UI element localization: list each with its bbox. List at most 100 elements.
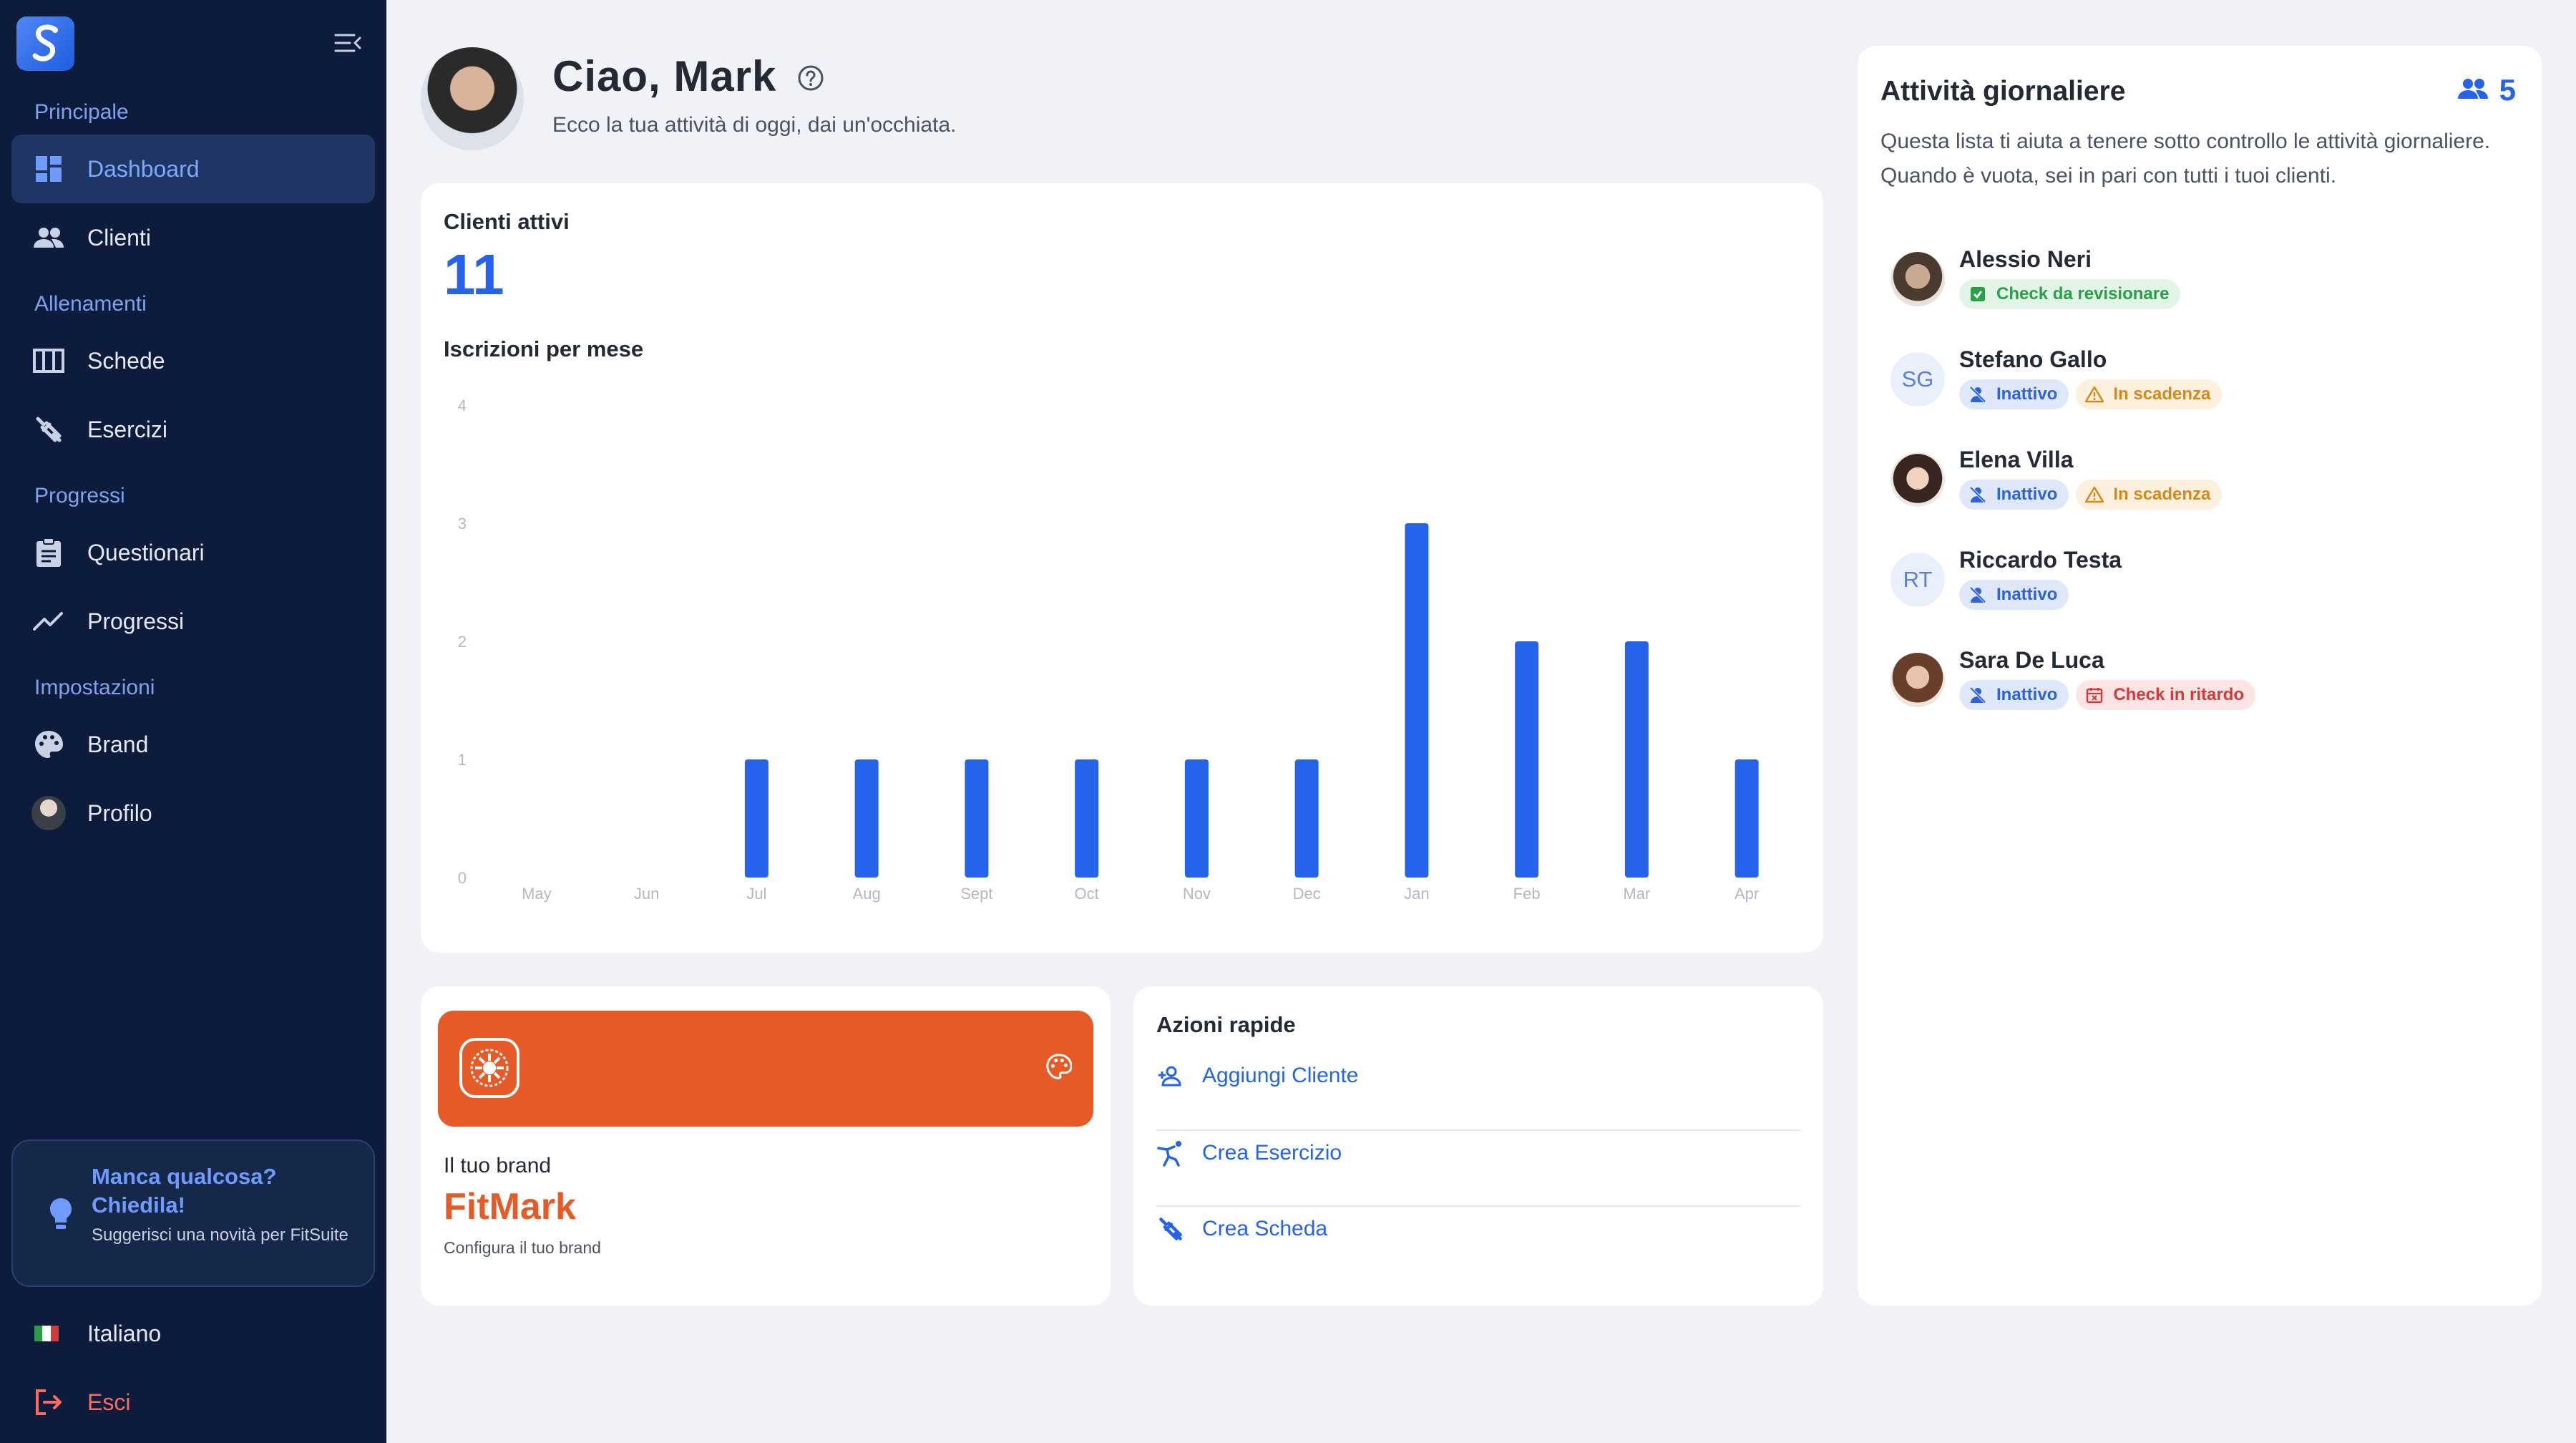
avatar — [31, 796, 66, 830]
action-label: Aggiungi Cliente — [1202, 1064, 1359, 1087]
chart-bar-aug[interactable] — [854, 759, 879, 878]
user-avatar — [421, 47, 524, 150]
calendar-icon — [2084, 685, 2104, 705]
status-badge: Check da revisionare — [1959, 279, 2181, 309]
action-label: Crea Esercizio — [1202, 1141, 1342, 1165]
warning-icon — [2084, 384, 2104, 404]
logout-icon — [31, 1385, 66, 1419]
create-schedule-button[interactable]: Crea Scheda — [1156, 1191, 1800, 1267]
enrollments-chart: 0 1 2 3 4 May Jun Jul Aug Sept Oct Nov Dec Jan Feb Mar A… — [458, 397, 1760, 903]
status-badge: Check in ritardo — [2076, 680, 2256, 710]
sidebar-item-clienti[interactable]: Clienti — [11, 203, 375, 272]
client-row-alessio-neri[interactable]: Alessio Neri Check da revisionare — [1890, 246, 2520, 325]
divider — [1156, 1129, 1800, 1131]
quick-actions-card: Azioni rapide Aggiungi Cliente Crea Eser… — [1133, 986, 1823, 1306]
y-tick-label: 4 — [458, 397, 467, 414]
help-icon[interactable] — [797, 64, 824, 95]
sidebar-item-profilo[interactable]: Profilo — [11, 779, 375, 847]
sidebar: Principale Dashboard Clienti Allenamenti… — [0, 0, 386, 1443]
brand-label: Il tuo brand — [444, 1154, 552, 1177]
client-row-stefano-gallo[interactable]: SG Stefano Gallo Inattivo In scadenza — [1890, 346, 2520, 425]
sidebar-item-progressi[interactable]: Progressi — [11, 587, 375, 656]
schedule-icon — [31, 344, 66, 378]
configure-brand-link[interactable]: Configura il tuo brand — [444, 1238, 601, 1257]
logout-button[interactable]: Esci — [11, 1368, 375, 1437]
clipboard-icon — [31, 535, 66, 570]
sidebar-item-esercizi[interactable]: Esercizi — [11, 395, 375, 464]
inactive-user-icon — [1968, 585, 1988, 605]
chart-bar-dec[interactable] — [1294, 759, 1319, 878]
chart-bar-sept[interactable] — [965, 759, 989, 878]
exercise-icon — [1156, 1139, 1185, 1167]
collapse-sidebar-icon[interactable] — [331, 29, 366, 57]
chart-bar-nov[interactable] — [1184, 759, 1209, 878]
brand-card: Il tuo brand FitMark Configura il tuo br… — [421, 986, 1111, 1306]
chart-title: Iscrizioni per mese — [444, 336, 644, 361]
brand-name: FitMark — [444, 1186, 576, 1228]
app-logo[interactable] — [16, 16, 74, 71]
suggest-feature-card[interactable]: Manca qualcosa? Chiedila! Suggerisci una… — [11, 1140, 375, 1287]
sidebar-item-label: Schede — [87, 347, 165, 374]
x-tick-label: Sept — [960, 885, 992, 903]
add-client-button[interactable]: Aggiungi Cliente — [1156, 1038, 1800, 1114]
active-clients-value: 11 — [444, 243, 504, 306]
chart-bar-apr[interactable] — [1735, 759, 1759, 878]
avatar-initials: RT — [1890, 553, 1945, 607]
language-label: Italiano — [87, 1320, 162, 1346]
sidebar-item-label: Esercizi — [87, 416, 168, 442]
x-tick-label: Dec — [1293, 885, 1321, 903]
badge-label: Inattivo — [1996, 485, 2058, 504]
client-row-riccardo-testa[interactable]: RT Riccardo Testa Inattivo — [1890, 547, 2520, 626]
quick-actions-title: Azioni rapide — [1156, 1012, 1296, 1037]
sidebar-item-label: Brand — [87, 731, 149, 757]
profile-avatar-slot — [31, 796, 66, 830]
y-tick-label: 3 — [458, 515, 467, 533]
section-allenamenti: Allenamenti — [34, 292, 147, 316]
dashboard-icon — [31, 152, 66, 186]
badge-label: Inattivo — [1996, 585, 2058, 604]
badge-label: Inattivo — [1996, 685, 2058, 704]
sidebar-item-label: Profilo — [87, 800, 152, 826]
sidebar-item-schede[interactable]: Schede — [11, 326, 375, 395]
status-badge: Inattivo — [1959, 680, 2069, 710]
inactive-user-icon — [1968, 384, 1988, 404]
client-row-sara-de-luca[interactable]: Sara De Luca Inattivo Check in ritardo — [1890, 647, 2520, 726]
palette-icon — [31, 727, 66, 762]
sidebar-item-brand[interactable]: Brand — [11, 710, 375, 779]
sidebar-item-label: Dashboard — [87, 155, 200, 182]
people-icon — [31, 220, 66, 255]
trend-icon — [31, 604, 66, 638]
x-tick-label: Jun — [634, 885, 659, 903]
divider — [1156, 1205, 1800, 1207]
avatar — [1890, 653, 1945, 707]
status-badge: Inattivo — [1959, 580, 2069, 610]
chart-bar-jul[interactable] — [744, 759, 769, 878]
language-selector[interactable]: Italiano — [11, 1299, 375, 1368]
activities-description: Questa lista ti aiuta a tenere sotto con… — [1880, 130, 2491, 188]
avatar-initials: SG — [1890, 352, 1945, 407]
section-impostazioni: Impostazioni — [34, 676, 155, 699]
x-tick-label: Apr — [1735, 885, 1759, 903]
create-exercise-button[interactable]: Crea Esercizio — [1156, 1115, 1800, 1191]
inactive-user-icon — [1968, 685, 1988, 705]
chart-bar-feb[interactable] — [1515, 641, 1539, 878]
sidebar-item-dashboard[interactable]: Dashboard — [11, 135, 375, 203]
status-badge: In scadenza — [2076, 480, 2223, 510]
activities-count-badge: 5 — [2457, 73, 2516, 107]
sidebar-item-label: Progressi — [87, 608, 185, 634]
x-tick-label: Jul — [746, 885, 766, 903]
status-badge: Inattivo — [1959, 379, 2069, 409]
section-principale: Principale — [34, 100, 129, 124]
chart-bar-jan[interactable] — [1405, 523, 1429, 878]
client-name: Sara De Luca — [1959, 647, 2104, 673]
sidebar-item-questionari[interactable]: Questionari — [11, 518, 375, 587]
client-name: Alessio Neri — [1959, 246, 2092, 272]
palette-icon[interactable] — [1046, 1054, 1073, 1083]
client-row-elena-villa[interactable]: Elena Villa Inattivo In scadenza — [1890, 447, 2520, 525]
chart-bar-mar[interactable] — [1624, 641, 1649, 878]
greeting-title: Ciao, Mark — [552, 52, 777, 100]
badge-label: In scadenza — [2113, 384, 2211, 404]
add-user-icon — [1156, 1061, 1185, 1090]
brand-banner — [438, 1011, 1093, 1127]
chart-bar-oct[interactable] — [1075, 759, 1099, 878]
